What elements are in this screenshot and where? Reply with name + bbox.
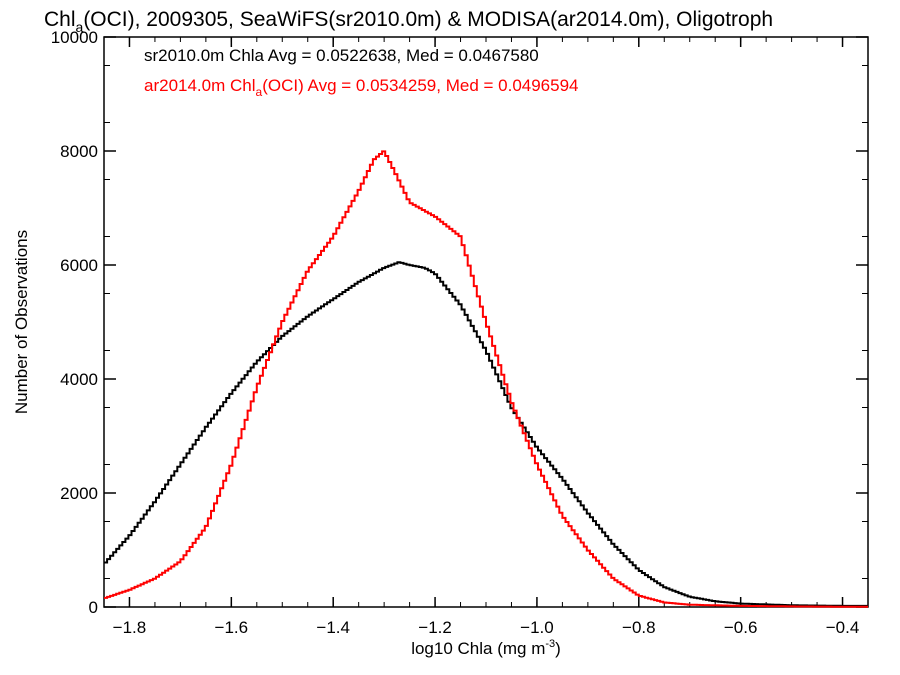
x-tick-label: −1.6 <box>215 618 249 637</box>
legend-ar2014-post: (OCI) Avg = 0.0534259, Med = 0.0496594 <box>262 76 578 95</box>
title-chl: Chl <box>44 8 76 31</box>
x-axis-ticks: −1.8 −1.6 −1.4 −1.2 −1.0 −0.8 −0.6 −0.4 <box>103 37 869 637</box>
y-axis-ticks: 0 2000 4000 6000 8000 10000 <box>51 28 868 617</box>
x-axis-label: log10 Chla (mg m-3) <box>411 638 561 658</box>
y-tick-label: 8000 <box>60 142 98 161</box>
series-layer <box>104 150 868 608</box>
title-rest: (OCI), 2009305, SeaWiFS(sr2010.0m) & MOD… <box>83 8 773 31</box>
chart-title: Chla(OCI), 2009305, SeaWiFS(sr2010.0m) &… <box>44 8 773 35</box>
xlabel-close: ) <box>555 639 561 658</box>
y-axis-label: Number of Observations <box>12 230 31 414</box>
x-tick-label: −0.6 <box>724 618 758 637</box>
legend-ar2014-pre: ar2014.0m Chl <box>144 76 256 95</box>
xlabel-main: log10 Chla (mg m <box>411 639 545 658</box>
legend-ar2014: ar2014.0m Chla(OCI) Avg = 0.0534259, Med… <box>144 76 579 99</box>
y-tick-label: 6000 <box>60 256 98 275</box>
y-tick-label: 2000 <box>60 484 98 503</box>
legend-sr2010: sr2010.0m Chla Avg = 0.0522638, Med = 0.… <box>144 46 539 65</box>
legend-ar2014-sub: a <box>256 85 263 99</box>
y-tick-label: 10000 <box>51 28 98 47</box>
series-line-ar2014 <box>104 150 868 608</box>
xlabel-superscript: -3 <box>545 638 555 650</box>
x-tick-label: −0.8 <box>622 618 656 637</box>
x-tick-label: −1.8 <box>113 618 147 637</box>
x-tick-label: −1.2 <box>418 618 452 637</box>
y-tick-label: 0 <box>89 598 98 617</box>
x-tick-label: −1.0 <box>520 618 554 637</box>
x-tick-label: −1.4 <box>316 618 350 637</box>
y-tick-label: 4000 <box>60 370 98 389</box>
title-subscript: a <box>76 19 84 35</box>
x-tick-label: −0.4 <box>826 618 860 637</box>
series-line-sr2010 <box>104 261 868 607</box>
